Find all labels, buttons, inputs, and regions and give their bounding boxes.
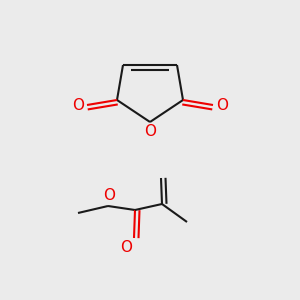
Text: O: O <box>144 124 156 140</box>
Text: O: O <box>120 241 132 256</box>
Text: O: O <box>72 98 84 112</box>
Text: O: O <box>103 188 115 203</box>
Text: O: O <box>216 98 228 112</box>
